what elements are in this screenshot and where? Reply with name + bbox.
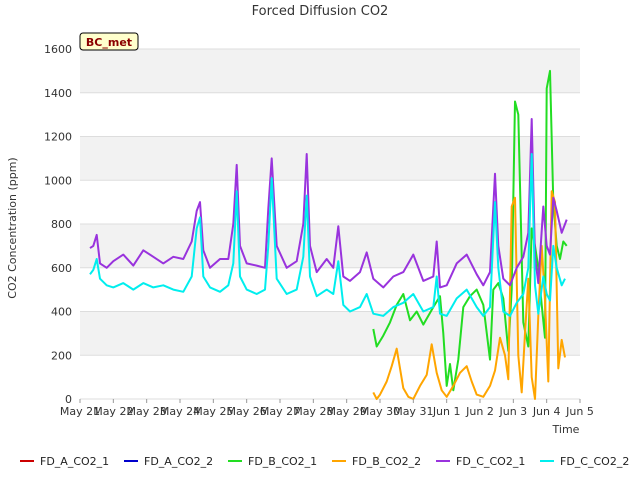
x-tick-label: May 30: [360, 405, 400, 418]
site-badge-label: BC_met: [86, 36, 132, 49]
data-lines: [89, 69, 568, 400]
x-tick-label: May 23: [127, 405, 167, 418]
y-tick-label: 0: [65, 393, 72, 406]
plot-band: [80, 267, 580, 312]
series-line-fd-c-co2-1: [89, 118, 568, 289]
y-axis-ticks: 0 200 400 600 800 1000 1200 1400 1600: [44, 43, 72, 406]
site-badge-box: [79, 32, 139, 51]
legend-entry: FD_C_CO2_2: [560, 455, 629, 468]
x-tick-label: May 24: [160, 405, 200, 418]
x-tick-label: Jun 5: [565, 405, 594, 418]
x-tick-label: May 26: [227, 405, 267, 418]
y-tick-label: 1600: [44, 43, 72, 56]
legend: FD_A_CO2_1 FD_A_CO2_2 FD_B_CO2_1 FD_B_CO2_2…: [20, 455, 629, 468]
x-tick-label: Jun 2: [465, 405, 494, 418]
x-axis-label: Time: [552, 423, 580, 436]
legend-entry: FD_C_CO2_1: [456, 455, 525, 468]
x-tick-label: May 27: [260, 405, 300, 418]
y-tick-label: 1200: [44, 131, 72, 144]
x-tick-label: Jun 1: [432, 405, 461, 418]
chart-title: Forced Diffusion CO2: [252, 4, 389, 19]
plot-band: [80, 311, 580, 356]
y-tick-label: 600: [51, 262, 72, 275]
legend-entry: FD_A_CO2_2: [144, 455, 213, 468]
legend-entry: FD_B_CO2_1: [248, 455, 317, 468]
x-tick-label: May 21: [60, 405, 100, 418]
x-tick-label: May 31: [393, 405, 433, 418]
x-tick-label: May 25: [193, 405, 233, 418]
x-tick-label: Jun 4: [532, 405, 561, 418]
x-tick-label: Jun 3: [498, 405, 527, 418]
x-tick-label: May 22: [93, 405, 133, 418]
plot-band: [80, 224, 580, 268]
plot-band: [80, 49, 580, 93]
plot-band: [80, 180, 580, 224]
y-tick-label: 1000: [44, 174, 72, 187]
y-tick-label: 800: [51, 218, 72, 231]
y-tick-label: 400: [51, 306, 72, 319]
y-axis-label: CO2 Concentration (ppm): [6, 157, 19, 298]
site-badge: BC_met: [79, 32, 139, 51]
x-tick-label: May 29: [327, 405, 367, 418]
legend-entry: FD_B_CO2_2: [352, 455, 421, 468]
series-line-fd-c-co2-2: [89, 153, 566, 317]
legend-entry: FD_A_CO2_1: [40, 455, 109, 468]
y-tick-label: 1400: [44, 87, 72, 100]
plot-band: [80, 92, 580, 137]
plot-band: [80, 136, 580, 181]
x-tick-label: May 28: [293, 405, 333, 418]
y-tick-label: 200: [51, 349, 72, 362]
